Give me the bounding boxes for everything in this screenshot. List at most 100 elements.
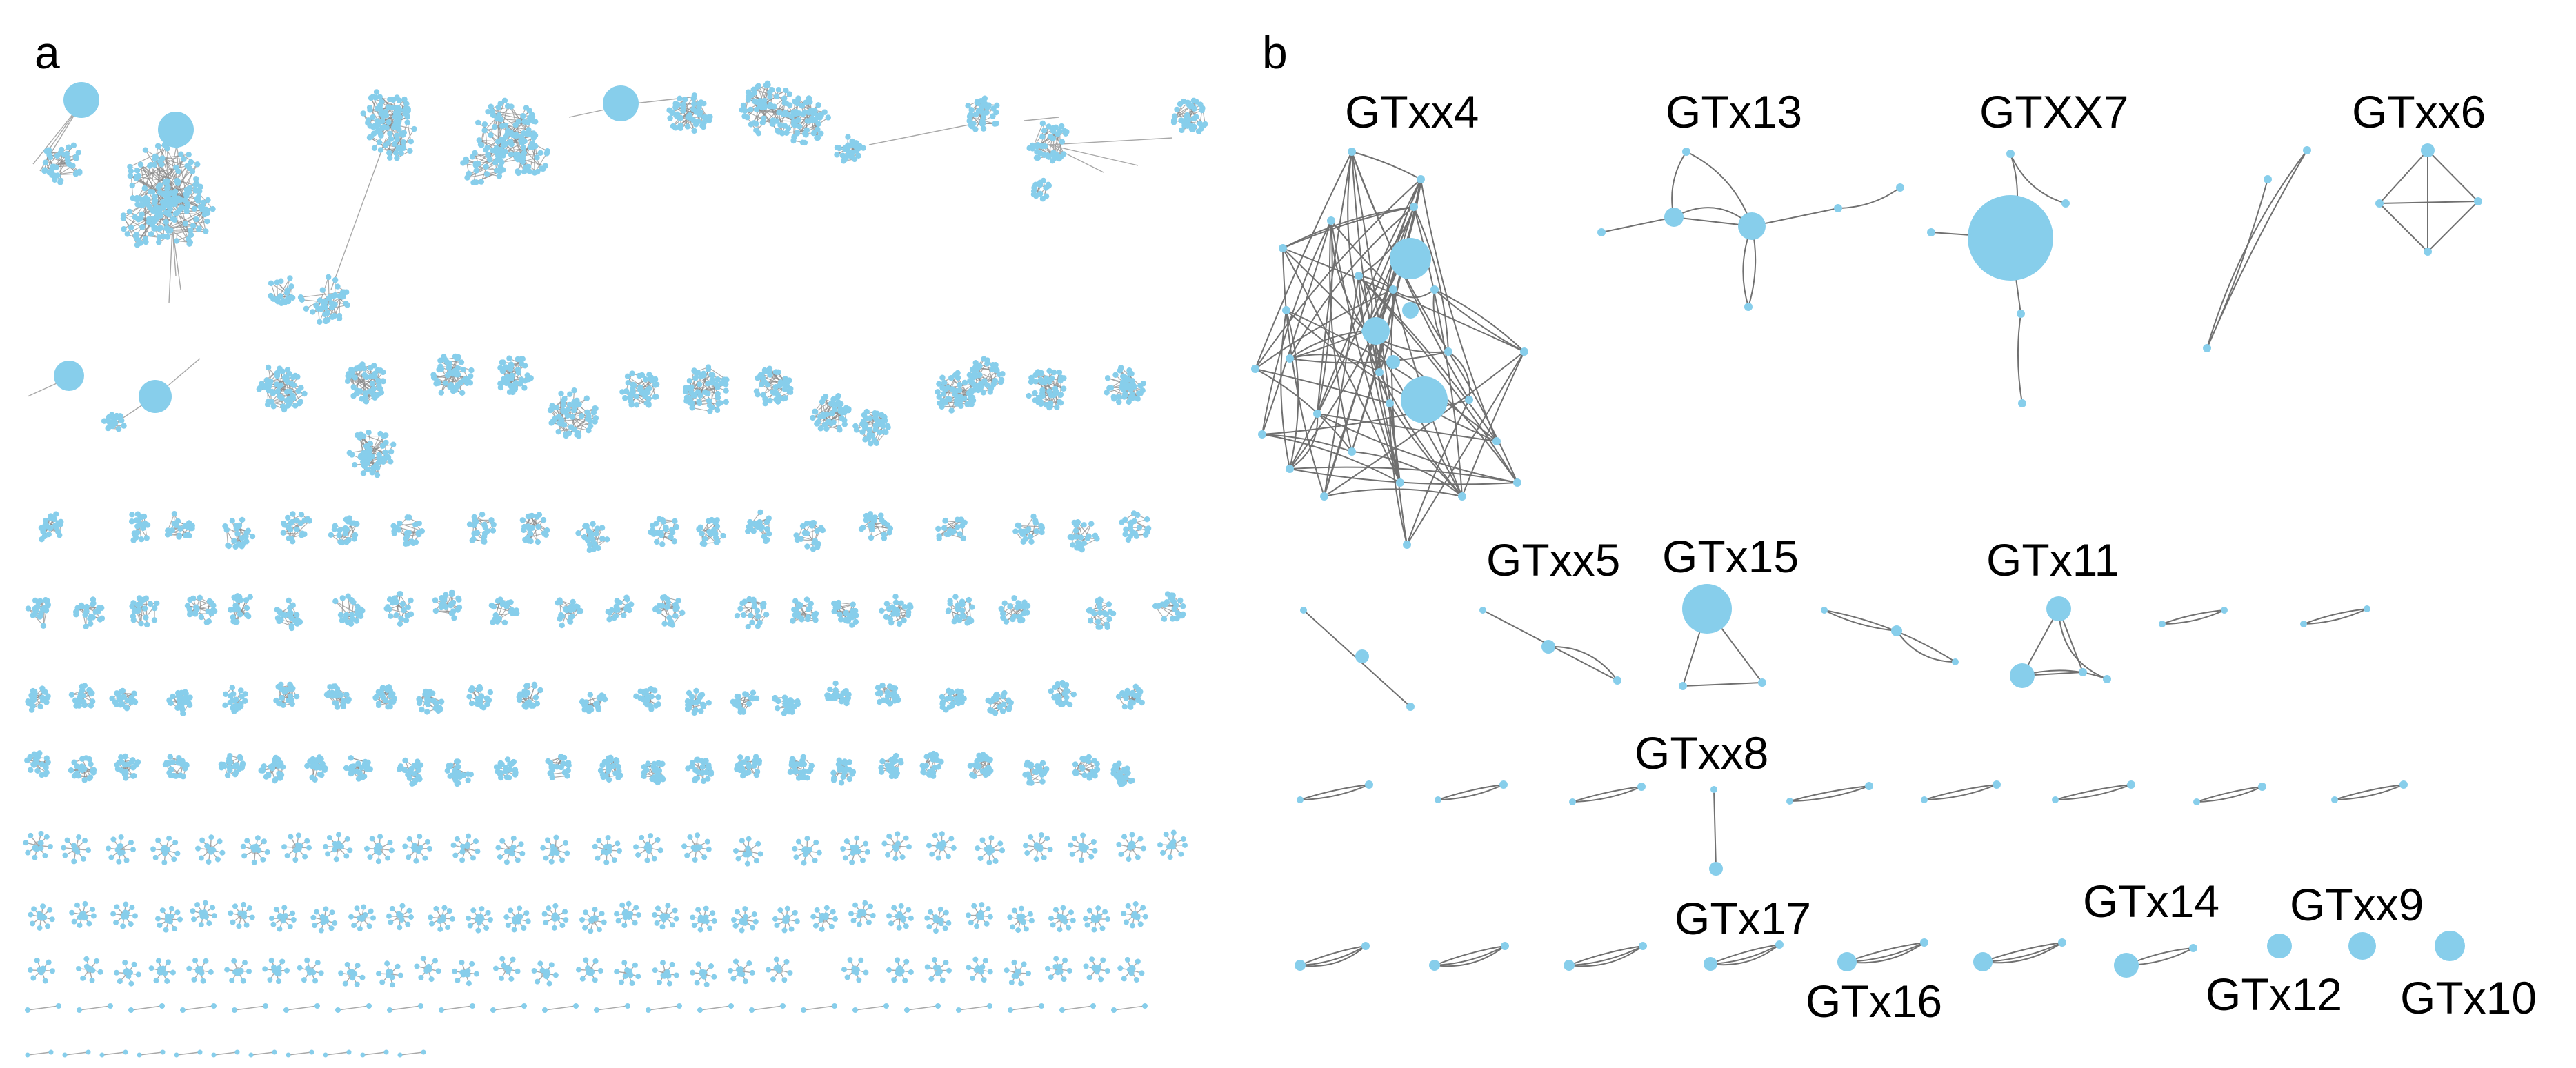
network-edge [1076, 760, 1095, 774]
network-node [404, 114, 411, 120]
network-node [504, 128, 511, 134]
network-node [848, 154, 855, 160]
network-node [690, 117, 697, 123]
network-node [755, 100, 761, 106]
network-node [66, 144, 72, 150]
network-node [690, 95, 697, 101]
network-node [64, 155, 71, 161]
network-edge [176, 1051, 201, 1056]
network-node [503, 141, 509, 148]
network-edge [168, 227, 173, 304]
network-node [817, 114, 823, 121]
network-node [770, 117, 776, 123]
network-node [490, 112, 497, 119]
network-node [1039, 134, 1046, 140]
network-edge [172, 227, 181, 290]
network-node [389, 96, 395, 103]
network-edge [26, 760, 47, 773]
network-node [42, 159, 49, 165]
network-edge [692, 407, 710, 412]
network-node [149, 221, 156, 228]
network-node [765, 81, 771, 88]
network-edge [213, 1051, 238, 1056]
network-node [481, 121, 488, 128]
network-edge [271, 390, 299, 403]
network-node [786, 91, 792, 97]
network-node [978, 97, 984, 104]
panel-a-nodes [23, 80, 1208, 1058]
network-edge [958, 1005, 990, 1011]
network-cluster [1030, 177, 1052, 202]
network-node [159, 155, 166, 161]
network-node [134, 194, 140, 201]
network-node [396, 126, 402, 132]
network-node [836, 145, 843, 152]
network-node [53, 164, 59, 170]
network-node [483, 171, 490, 177]
network-node [479, 142, 485, 148]
network-edge [172, 227, 177, 276]
network-edge [505, 137, 534, 152]
network-edge [182, 1005, 214, 1011]
network-edge [492, 1005, 525, 1011]
network-node [393, 132, 400, 139]
network-node [700, 123, 707, 130]
network-node [690, 106, 697, 112]
network-node [139, 224, 146, 230]
network-edge [1019, 525, 1042, 527]
network-node [192, 181, 199, 188]
network-node [1041, 152, 1048, 158]
network-node [163, 195, 170, 202]
network-edge [123, 215, 152, 235]
network-node [394, 155, 400, 161]
network-edge [79, 1005, 111, 1011]
network-node [677, 95, 683, 102]
network-node [980, 125, 987, 132]
network-node [120, 212, 127, 219]
network-node [967, 114, 973, 120]
network-edge [167, 209, 206, 230]
network-node [367, 123, 373, 129]
network-node [392, 114, 399, 120]
network-node [804, 118, 811, 124]
network-node [1050, 135, 1057, 142]
network-node [405, 108, 411, 114]
network-edge [826, 423, 845, 430]
network-node [855, 152, 861, 159]
network-node [781, 111, 787, 118]
network-edge [234, 1005, 266, 1011]
network-node [603, 85, 639, 121]
network-node [139, 211, 145, 218]
network-node [783, 100, 790, 107]
network-node [520, 112, 526, 119]
network-node [73, 155, 79, 161]
network-node [386, 150, 392, 156]
network-node [204, 218, 210, 225]
network-node [747, 106, 754, 113]
network-node [124, 231, 130, 237]
network-node [464, 174, 470, 181]
network-edge [130, 1005, 163, 1011]
network-node [483, 163, 489, 170]
network-node [1055, 131, 1061, 137]
network-node [388, 136, 395, 142]
network-node [515, 119, 522, 125]
network-node [672, 125, 679, 131]
network-edge [370, 97, 377, 126]
network-node [532, 119, 539, 125]
network-node [807, 99, 813, 105]
network-node [666, 107, 672, 113]
network-node [531, 170, 538, 176]
network-node [680, 101, 687, 108]
network-node [143, 239, 149, 245]
network-cluster [965, 95, 1000, 132]
network-node [398, 150, 404, 157]
network-node [745, 97, 752, 103]
network-node [181, 156, 187, 162]
network-node [463, 159, 469, 165]
network-node [194, 196, 200, 202]
network-node [360, 110, 366, 117]
network-node [184, 163, 190, 169]
network-node [499, 123, 506, 129]
network-node [163, 210, 170, 216]
